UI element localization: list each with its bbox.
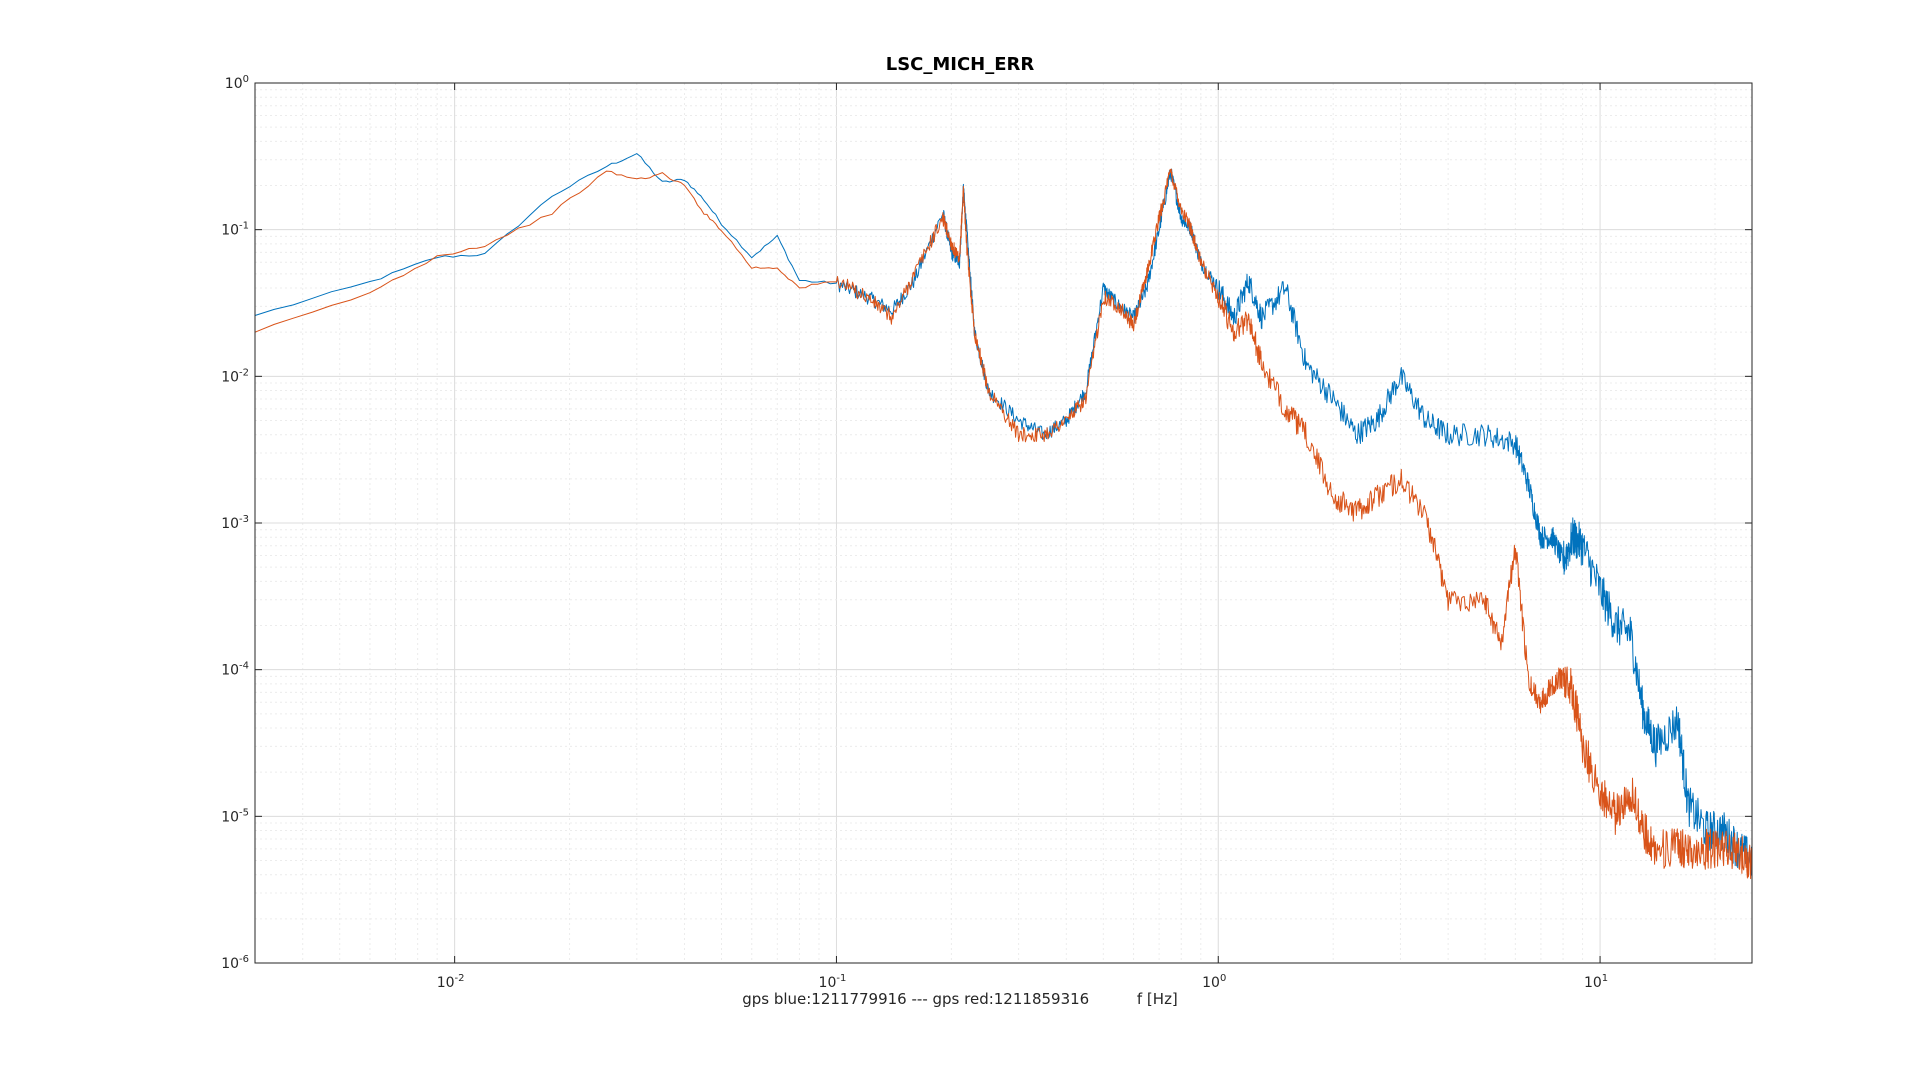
y-tick-label: 10-6 xyxy=(221,954,249,972)
axis-ticks: 10-2 10-1 100 101 100 10-1 10-2 10-3 10-4 10-5 10-… xyxy=(221,74,1752,991)
x-tick-label: 101 xyxy=(1584,973,1608,991)
y-tick-label: 10-4 xyxy=(221,661,249,679)
y-tick-label: 10-2 xyxy=(221,367,249,385)
y-tick-label: 10-3 xyxy=(221,514,249,532)
x-axis-label: gps blue:1211779916 --- gps red:12118593… xyxy=(742,990,1178,1008)
grid xyxy=(254,82,1752,964)
x-tick-label: 100 xyxy=(1202,973,1226,991)
y-tick-label: 10-5 xyxy=(221,807,249,825)
axes-box xyxy=(254,82,1753,964)
y-tick-label: 100 xyxy=(225,74,249,92)
series-group xyxy=(254,153,1753,880)
series-line-red xyxy=(254,168,1753,880)
series-line-blue xyxy=(254,153,1753,876)
x-tick-label: 10-2 xyxy=(437,973,465,991)
x-tick-label: 10-1 xyxy=(819,973,847,991)
chart-title: LSC_MICH_ERR xyxy=(885,54,1035,75)
y-tick-label: 10-1 xyxy=(221,221,249,239)
